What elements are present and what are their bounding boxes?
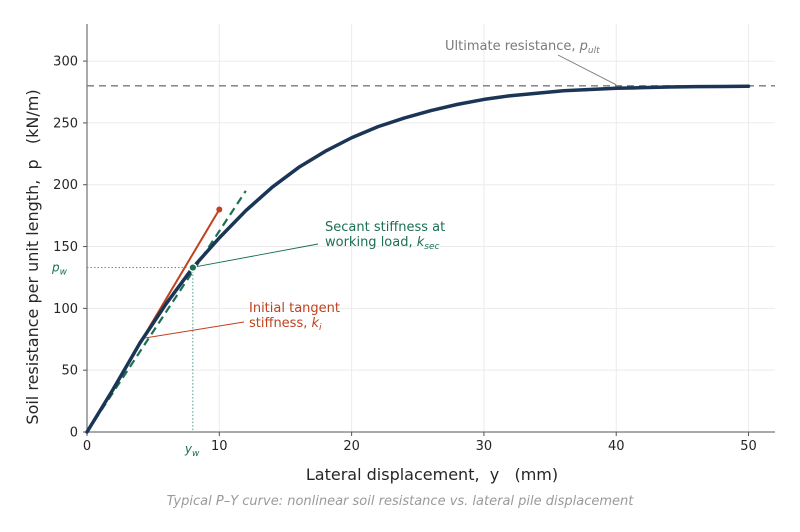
yw-label-part-0: y xyxy=(184,442,193,456)
secant-stiffness-label-line2-part-0: working load, xyxy=(325,235,417,250)
ultimate-resistance-label-part-0: Ultimate resistance, xyxy=(445,39,580,54)
axes xyxy=(86,24,775,433)
pw-label-part-1: w xyxy=(60,268,68,278)
secant-stiffness-label-line2-part-1: k xyxy=(417,235,425,250)
initial-tangent-label-line1-part-0: Initial tangent xyxy=(249,301,340,316)
x-tick-label-10: 10 xyxy=(211,439,228,454)
ultimate-resistance-label-part-1: p xyxy=(579,39,588,54)
initial-tangent-label-line2-part-2: i xyxy=(319,323,322,333)
py-curve-line xyxy=(85,84,751,434)
labels: Lateral displacement, y (mm) Soil resist… xyxy=(23,89,634,509)
y-tick-label-50: 50 xyxy=(61,364,78,379)
yw-label-part-1: w xyxy=(192,449,200,459)
initial-tangent-label-line2-part-0: stiffness, xyxy=(249,316,312,331)
grid xyxy=(86,24,775,433)
secant-stiffness-label-line2-part-2: sec xyxy=(424,242,439,252)
x-tick-label-50: 50 xyxy=(740,439,757,454)
initial-tangent-label-line2-part-1: k xyxy=(312,316,320,331)
secant-stiffness-label-line1-part-0: Secant stiffness at xyxy=(325,220,445,235)
y-tick-label-300: 300 xyxy=(53,55,78,70)
x-tick-label-30: 30 xyxy=(476,439,493,454)
initial-tangent-label-line1: Initial tangent xyxy=(249,301,340,316)
secant-stiffness-line xyxy=(86,190,247,433)
y-tick-label-0: 0 xyxy=(70,426,78,441)
y-axis-title: Soil resistance per unit length, p (kN/m… xyxy=(23,89,42,424)
initial-tangent-end-point xyxy=(216,206,223,213)
ultimate-resistance-leader xyxy=(557,54,617,86)
working-point-marker xyxy=(188,263,198,273)
pw-label-part-0: p xyxy=(51,261,60,275)
yw-label: yw xyxy=(184,442,200,459)
pw-label: pw xyxy=(51,261,68,278)
secant-stiffness-label-line2: working load, ksec xyxy=(325,235,440,252)
x-axis-title: Lateral displacement, y (mm) xyxy=(306,465,558,484)
ultimate-resistance-label-part-2: ult xyxy=(588,46,600,56)
y-tick-label-250: 250 xyxy=(53,116,78,131)
secant-stiffness-label-line1: Secant stiffness at xyxy=(325,220,445,235)
ticks: 0 10 20 30 40 50 0 50 100 150 200 250 300 xyxy=(53,55,757,454)
ultimate-resistance-label: Ultimate resistance, pult xyxy=(445,39,600,56)
x-tick-label-20: 20 xyxy=(343,439,360,454)
y-tick-label-100: 100 xyxy=(53,302,78,317)
y-tick-label-200: 200 xyxy=(53,178,78,193)
initial-tangent-label-line2: stiffness, ki xyxy=(249,316,322,333)
secant-stiffness-leader xyxy=(196,243,319,268)
x-tick-label-40: 40 xyxy=(608,439,625,454)
chart-caption: Typical P–Y curve: nonlinear soil resist… xyxy=(167,494,635,509)
initial-tangent-leader xyxy=(144,321,245,339)
y-tick-label-150: 150 xyxy=(53,240,78,255)
x-tick-label-0: 0 xyxy=(83,439,91,454)
